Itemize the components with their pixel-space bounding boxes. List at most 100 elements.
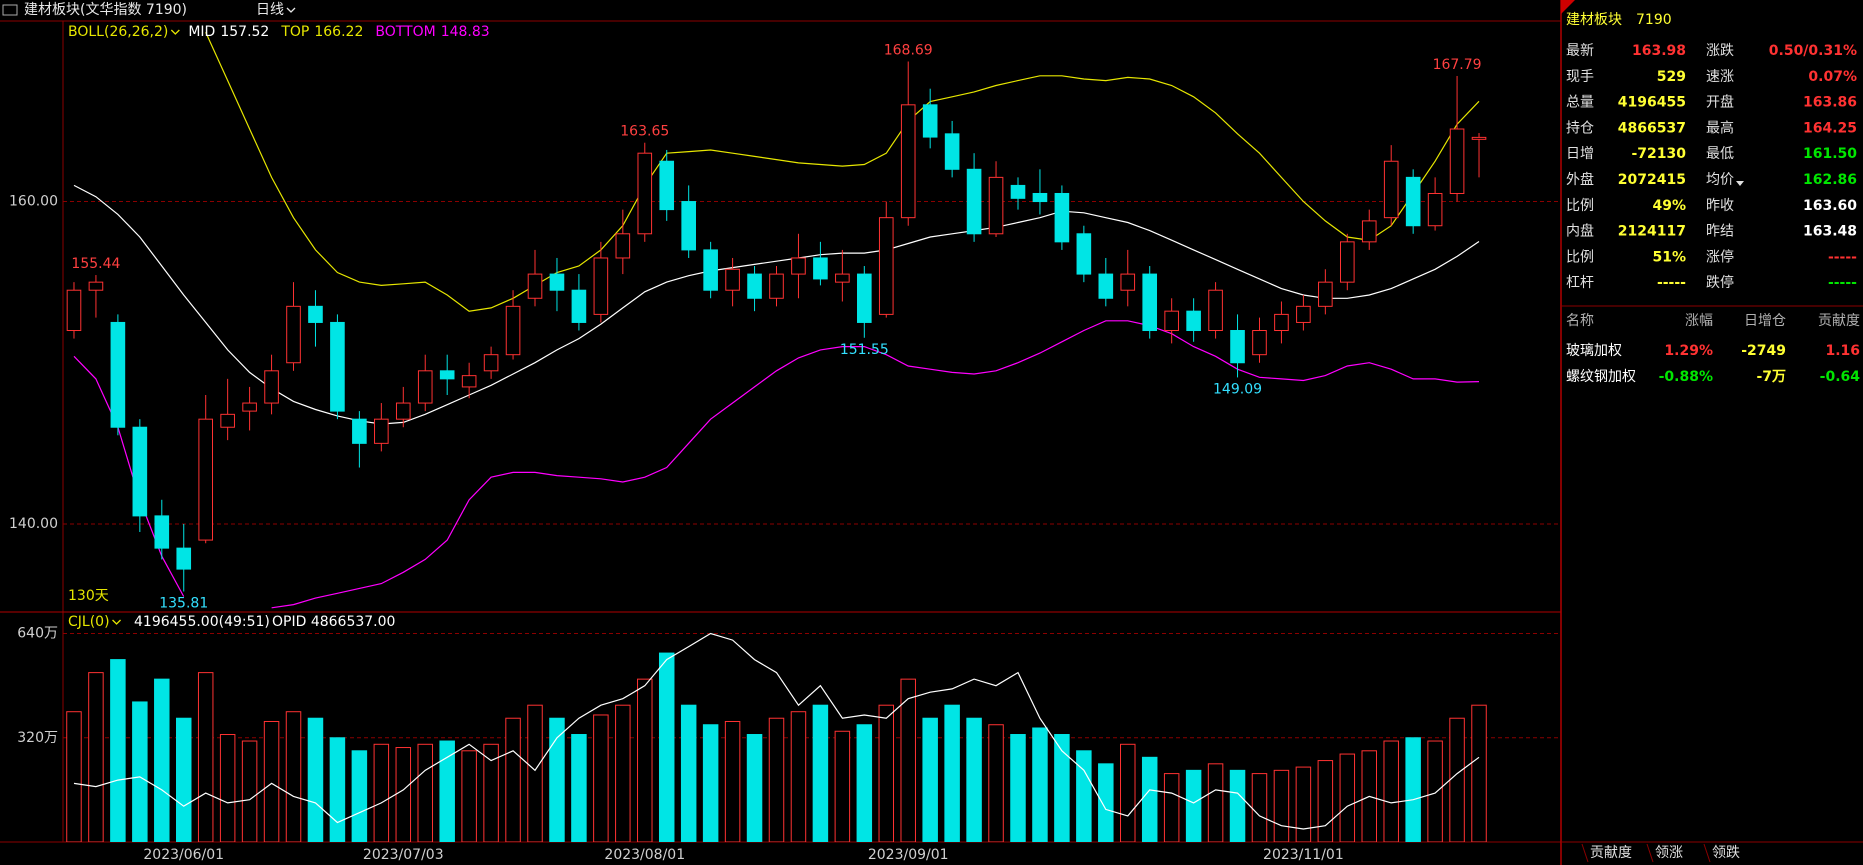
candle-body: [1405, 176, 1421, 227]
volume-bar: [1251, 773, 1268, 842]
candle-body: [1120, 273, 1136, 291]
x-tick-label: 2023/06/01: [143, 847, 224, 863]
quote-value: -72130: [1631, 146, 1686, 162]
x-tick-label: 2023/11/01: [1263, 847, 1344, 863]
candle-body: [1383, 160, 1399, 219]
candle-body: [308, 305, 323, 323]
volume-bar: [856, 724, 873, 842]
quote-value: -----: [1828, 275, 1857, 291]
volume-bar: [88, 672, 104, 842]
boll-line: [205, 32, 1480, 312]
volume-bar: [66, 711, 82, 842]
candle-body: [659, 160, 675, 211]
candle-body: [132, 426, 148, 517]
y-tick-label: 140.00: [9, 516, 58, 532]
volume-bar: [593, 714, 609, 842]
volume-bar: [1207, 763, 1224, 842]
oi-line: [73, 632, 1480, 830]
volume-bar: [1098, 763, 1114, 842]
quote-label: 外盘: [1566, 171, 1594, 188]
x-tick-label: 2023/09/01: [868, 847, 949, 863]
chart-layer: 140.00 160.00 320万 640万 2023/06/01 2023/07/03…: [9, 7, 1860, 863]
candle-body: [1449, 128, 1465, 194]
candle-body: [769, 273, 784, 299]
volume-bar: [988, 724, 1004, 842]
volume-indicator[interactable]: CJL(0): [68, 614, 110, 630]
volume-bar: [746, 734, 763, 842]
volume-bar: [878, 704, 895, 842]
extreme-label: 149.09: [1213, 381, 1262, 397]
volume-bar: [154, 678, 170, 842]
candle-body: [593, 257, 609, 315]
candle-body: [1208, 289, 1223, 332]
quote-value: 0.50/0.31%: [1769, 43, 1857, 59]
legend-value: 148.83: [441, 24, 490, 40]
volume-bar: [373, 743, 390, 842]
boll-line: [73, 320, 1480, 609]
tab[interactable]: 贡献度: [1590, 845, 1632, 861]
tab[interactable]: 领跌: [1712, 845, 1740, 861]
extreme-label: 168.69: [884, 42, 933, 58]
y-tick-label: 640万: [17, 626, 58, 642]
volume-bar: [615, 704, 631, 842]
volume-bar: [263, 720, 280, 842]
extreme-label: 167.79: [1433, 57, 1482, 73]
candle-body: [988, 176, 1004, 235]
candle-body: [395, 402, 411, 420]
volume-bar: [966, 717, 982, 842]
volume-bar: [483, 743, 499, 842]
candle-body: [264, 370, 279, 404]
x-tick-label: 2023/08/01: [604, 847, 685, 863]
candle-body: [681, 201, 696, 251]
quote-value: 49%: [1652, 198, 1686, 214]
indicator-name[interactable]: BOLL(26,26,2): [68, 24, 168, 40]
volume-bar: [110, 659, 126, 842]
candle-body: [1164, 310, 1179, 332]
period-selector[interactable]: 日线: [256, 2, 284, 18]
table-cell: 1.29%: [1664, 343, 1713, 359]
tab-separator: [1581, 843, 1589, 863]
volume-bar: [680, 704, 697, 842]
quote-value: 163.48: [1803, 224, 1857, 240]
quote-value: -----: [1828, 249, 1857, 265]
candle-body: [461, 375, 477, 388]
volume-plot: [66, 632, 1487, 842]
quote-code: 7190: [1636, 12, 1672, 28]
volume-bar: [900, 678, 916, 842]
quote-value: 2124117: [1618, 224, 1686, 240]
volume-bar: [461, 750, 477, 842]
volume-bar: [944, 704, 960, 842]
quote-label: 比例: [1566, 198, 1594, 214]
dropdown-arrow: [286, 7, 296, 13]
quote-value: 163.60: [1803, 198, 1857, 214]
y-tick-label: 320万: [17, 730, 58, 746]
candle-body: [944, 133, 960, 170]
tab[interactable]: 领涨: [1655, 845, 1683, 861]
candle-body: [813, 257, 828, 280]
candle-body: [637, 152, 653, 235]
volume-bar: [1076, 750, 1092, 842]
boll-line: [73, 184, 1480, 425]
candle-body: [1471, 136, 1487, 140]
dropdown-arrow: [170, 29, 180, 35]
volume-bar: [1339, 753, 1356, 842]
volume-bar: [1185, 769, 1202, 842]
candle-body: [878, 217, 894, 315]
quote-label: 比例: [1566, 249, 1594, 265]
extreme-label: 163.65: [620, 124, 669, 140]
quote-value: 164.25: [1803, 120, 1857, 136]
window-icon: [2, 4, 18, 16]
candle-body: [1318, 281, 1333, 307]
candle-body: [439, 370, 455, 380]
candle-body: [1076, 233, 1092, 275]
extreme-label: 151.55: [840, 342, 889, 358]
volume-bar: [176, 717, 192, 842]
volume-bar: [307, 717, 324, 842]
quote-label: 昨收: [1706, 198, 1734, 214]
volume-bar: [768, 717, 785, 842]
dropdown-arrow: [1736, 181, 1744, 186]
volume-bar: [1120, 743, 1136, 842]
volume-bar: [351, 750, 368, 842]
legend-name: MID: [188, 24, 215, 40]
